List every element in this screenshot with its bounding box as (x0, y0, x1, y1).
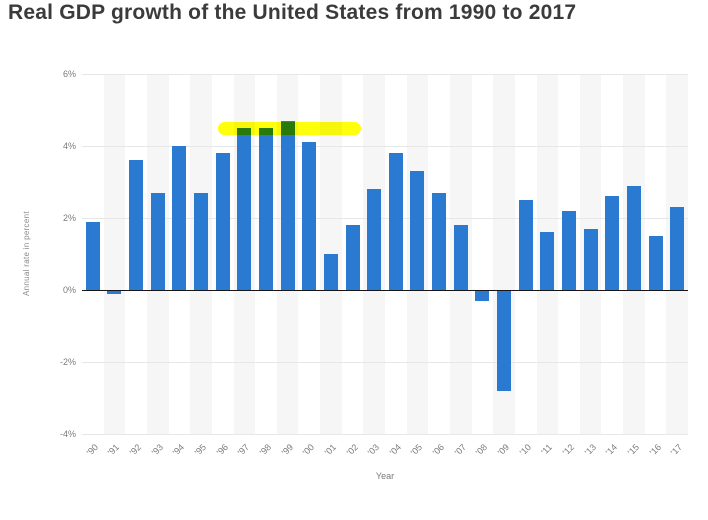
bar-14[interactable] (605, 196, 620, 290)
gridline (82, 434, 688, 435)
bar-06[interactable] (432, 192, 447, 290)
bar-07[interactable] (453, 225, 468, 290)
zero-axis-line (82, 290, 688, 291)
y-axis-title: Annual rate in percent (22, 211, 31, 297)
bar-11[interactable] (540, 232, 555, 290)
bar-95[interactable] (194, 192, 209, 290)
y-tick-label: 4% (62, 141, 76, 151)
bar-15[interactable] (626, 185, 641, 290)
bar-00[interactable] (302, 142, 317, 290)
bar-94[interactable] (172, 146, 187, 290)
plot-area (82, 74, 688, 435)
bar-03[interactable] (367, 189, 382, 290)
bar-16[interactable] (648, 236, 663, 290)
gridline (82, 146, 688, 147)
y-tick-label: 6% (62, 69, 76, 79)
highlight-marker (218, 121, 362, 136)
bar-97[interactable] (237, 128, 252, 290)
x-axis-title: Year (375, 471, 395, 481)
bar-96[interactable] (215, 153, 230, 290)
bar-99[interactable] (280, 120, 295, 290)
gridline (82, 74, 688, 75)
bar-09[interactable] (497, 290, 512, 391)
bar-12[interactable] (561, 210, 576, 290)
y-tick-label: 2% (62, 213, 76, 223)
bar-92[interactable] (129, 160, 144, 290)
gridline (82, 218, 688, 219)
bar-93[interactable] (150, 192, 165, 290)
y-tick-label: -2% (59, 357, 76, 367)
chart-title: Real GDP growth of the United States fro… (8, 1, 577, 24)
bar-08[interactable] (475, 290, 490, 301)
bar-90[interactable] (85, 221, 100, 290)
bar-98[interactable] (258, 128, 273, 290)
bar-17[interactable] (670, 207, 685, 290)
bar-13[interactable] (583, 228, 598, 290)
column-stripe (103, 74, 126, 434)
bar-10[interactable] (518, 200, 533, 290)
bar-01[interactable] (323, 254, 338, 290)
y-tick-label: -4% (59, 429, 76, 439)
gridline (82, 362, 688, 363)
y-tick-label: 0% (62, 285, 76, 295)
bar-91[interactable] (107, 290, 122, 294)
bar-04[interactable] (388, 153, 403, 290)
bar-02[interactable] (345, 225, 360, 290)
bar-05[interactable] (410, 171, 425, 290)
